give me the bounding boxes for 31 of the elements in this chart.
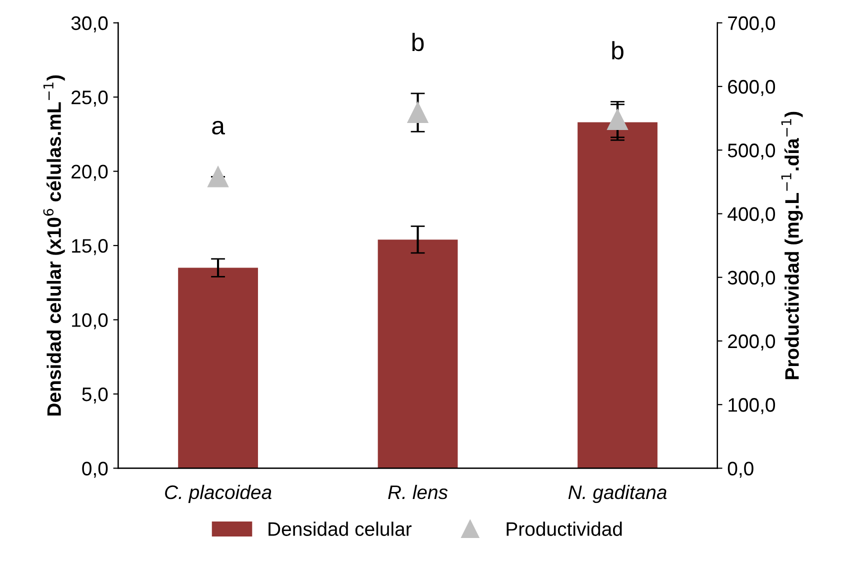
y2-tick-label: 300,0 <box>728 270 776 287</box>
y2-tick-label: 400,0 <box>728 207 776 224</box>
annotation: b <box>412 32 424 52</box>
y2-tick-label: 700,0 <box>728 16 776 32</box>
point <box>607 109 628 130</box>
x-tick-label: C. placoidea <box>165 484 272 504</box>
bar <box>578 122 658 468</box>
y-tick-label: 5,0 <box>82 387 108 404</box>
y-tick-label: 15,0 <box>72 239 108 256</box>
y2-tick-label: 0,0 <box>728 462 754 478</box>
bar <box>178 268 258 468</box>
annotation: b <box>612 41 624 60</box>
y2-axis-title: Productividad (mg.L$^{−1}$.día$^{−1}$) <box>781 112 803 380</box>
x-tick-label: R. lens <box>388 484 448 500</box>
annotation: a <box>212 120 225 135</box>
y2-tick-label: 500,0 <box>728 144 776 160</box>
point <box>208 166 228 188</box>
y-tick-label: 10,0 <box>72 313 108 330</box>
x-tick-label: N. gaditana <box>568 484 667 504</box>
y2-tick-label: 100,0 <box>728 398 776 414</box>
y-axis-title: Densidad celular (x10$^{6}$ células.mL$^{−1}$) <box>43 75 65 416</box>
y-tick-label: 30,0 <box>71 16 108 32</box>
legend-label: Productividad <box>506 522 622 536</box>
y2-tick-label: 600,0 <box>728 80 776 96</box>
legend-label: Densidad celular <box>268 522 412 536</box>
y2-tick-label: 200,0 <box>728 334 776 350</box>
y-tick-label: 0,0 <box>82 462 108 478</box>
y-tick-label: 20,0 <box>72 164 108 181</box>
bar <box>378 240 458 468</box>
point <box>407 102 428 123</box>
y-tick-label: 25,0 <box>72 90 108 107</box>
